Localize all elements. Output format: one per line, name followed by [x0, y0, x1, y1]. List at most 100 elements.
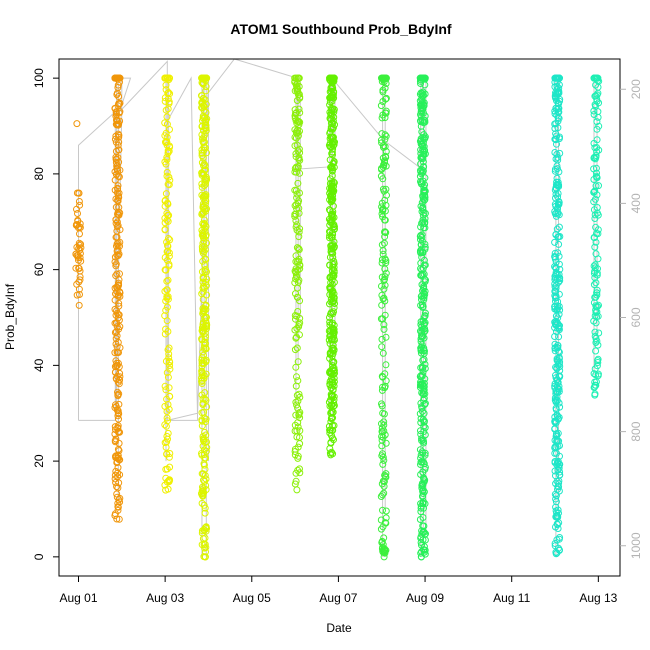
- data-point: [331, 121, 338, 129]
- data-point: [161, 330, 169, 338]
- data-point: [162, 386, 170, 394]
- data-point: [330, 243, 338, 251]
- data-point: [326, 196, 334, 204]
- data-point: [421, 312, 429, 320]
- data-point: [381, 275, 388, 283]
- data-point: [382, 259, 390, 267]
- data-point: [382, 333, 390, 341]
- data-point: [554, 304, 562, 312]
- data-point: [417, 549, 425, 557]
- x-tick-label: Aug 09: [406, 591, 444, 605]
- data-point: [555, 135, 563, 143]
- data-point: [554, 74, 562, 82]
- data-point: [378, 343, 386, 351]
- data-point: [198, 374, 206, 382]
- data-point: [114, 141, 122, 149]
- data-point: [421, 116, 429, 124]
- data-point: [203, 438, 210, 446]
- y-tick-label: 40: [32, 358, 46, 372]
- data-point: [111, 438, 119, 446]
- data-point: [555, 546, 563, 554]
- data-point: [420, 75, 428, 83]
- point-cluster: [198, 74, 211, 561]
- data-point: [379, 98, 387, 105]
- data-point: [296, 109, 304, 117]
- data-point: [590, 74, 598, 82]
- data-point: [382, 229, 390, 237]
- data-point: [382, 269, 390, 277]
- data-point: [295, 204, 303, 212]
- data-point: [382, 473, 390, 481]
- data-point: [379, 460, 387, 468]
- data-point: [419, 264, 427, 272]
- data-point: [553, 174, 561, 182]
- data-point: [380, 74, 388, 82]
- data-point: [113, 270, 121, 278]
- data-point: [113, 343, 121, 351]
- data-point: [166, 358, 173, 365]
- data-point: [115, 189, 123, 197]
- data-points: [72, 74, 603, 561]
- data-point: [379, 506, 386, 514]
- data-point: [379, 543, 387, 551]
- data-point: [201, 340, 209, 348]
- data-point: [200, 134, 208, 142]
- data-point: [593, 337, 601, 345]
- data-point: [293, 226, 301, 234]
- data-point: [163, 277, 171, 285]
- data-point: [112, 260, 120, 268]
- data-point: [202, 523, 210, 531]
- data-point: [420, 285, 428, 293]
- data-point: [551, 542, 559, 550]
- data-point: [199, 220, 207, 228]
- data-point: [291, 480, 299, 488]
- data-point: [381, 233, 389, 241]
- point-cluster: [161, 74, 174, 494]
- data-point: [112, 401, 119, 409]
- data-point: [417, 451, 425, 459]
- data-point: [201, 131, 209, 138]
- data-point: [114, 182, 122, 190]
- data-point: [198, 491, 206, 499]
- data-point: [328, 276, 336, 284]
- data-point: [419, 211, 427, 219]
- data-point: [556, 452, 563, 460]
- data-point: [198, 360, 206, 368]
- data-point: [551, 394, 559, 402]
- data-point: [294, 117, 301, 125]
- data-point: [379, 295, 387, 303]
- data-point: [114, 412, 122, 420]
- data-point: [551, 283, 559, 291]
- data-point: [198, 149, 206, 157]
- data-point: [162, 139, 170, 147]
- x-tick-label: Aug 05: [233, 591, 271, 605]
- data-point: [292, 117, 300, 124]
- data-point: [330, 94, 338, 102]
- y2-tick-label: 800: [629, 421, 643, 441]
- data-point: [552, 89, 559, 97]
- data-point: [294, 164, 302, 172]
- data-point: [111, 430, 119, 438]
- data-point: [163, 153, 171, 161]
- data-point: [76, 220, 84, 228]
- data-point: [551, 459, 559, 467]
- data-point: [113, 117, 121, 125]
- data-point: [380, 142, 387, 150]
- data-point: [382, 109, 390, 117]
- data-point: [380, 553, 388, 561]
- data-point: [381, 216, 389, 224]
- data-point: [113, 319, 121, 327]
- data-point: [551, 280, 559, 288]
- data-point: [417, 364, 425, 372]
- x-axis: Aug 01 Aug 03 Aug 05 Aug 07 Aug 09 Aug 11 Aug …: [59, 576, 618, 605]
- data-point: [380, 161, 388, 169]
- data-point: [165, 252, 173, 260]
- data-point: [165, 260, 173, 268]
- data-point: [165, 181, 173, 189]
- data-point: [199, 433, 207, 440]
- data-point: [554, 154, 562, 161]
- data-point: [111, 404, 119, 412]
- data-point: [420, 382, 428, 390]
- data-point: [202, 447, 210, 455]
- data-point: [292, 382, 300, 390]
